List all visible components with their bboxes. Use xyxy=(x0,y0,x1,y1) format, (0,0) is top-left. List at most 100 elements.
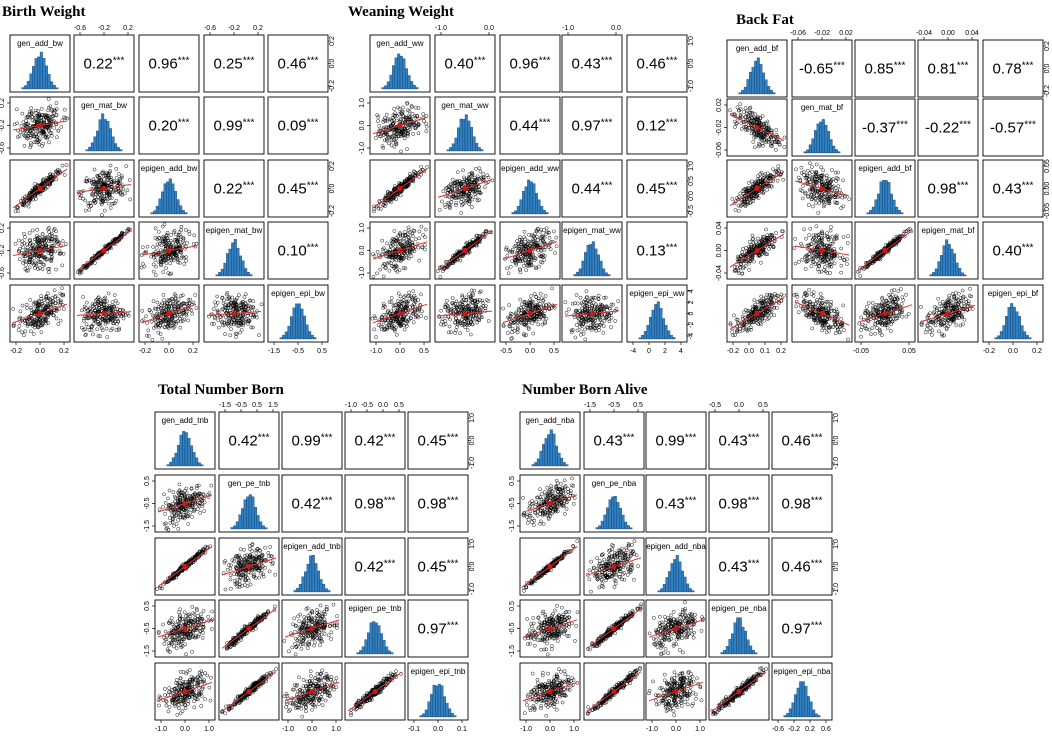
center-point xyxy=(166,310,172,317)
histogram-bar xyxy=(197,462,201,467)
histogram-bar xyxy=(607,274,611,277)
histogram-bar xyxy=(187,438,191,467)
panel-frame xyxy=(203,34,265,93)
panel-frame xyxy=(917,159,979,218)
correlation-value: 0.99*** xyxy=(292,433,333,450)
histogram-bar xyxy=(892,199,896,215)
birth-weight-cell-2-1 xyxy=(73,159,135,218)
back-fat-cell-0-4: 0.78*** xyxy=(982,39,1044,98)
scatter-points xyxy=(12,97,70,149)
panel-frame xyxy=(708,411,770,470)
histogram-bar xyxy=(741,626,745,655)
histogram-bar xyxy=(626,525,630,530)
tick-label: -0.5 xyxy=(144,622,151,634)
center-point xyxy=(547,625,553,632)
histogram-bar xyxy=(608,499,612,530)
variable-label: epigen_epi_bw xyxy=(271,289,325,298)
histogram-bar xyxy=(311,554,315,593)
histogram-bar xyxy=(52,85,56,90)
center-point xyxy=(527,310,533,317)
birth-weight-cell-2-2: epigen_add_bw xyxy=(138,159,200,218)
tick-label: -0.5 xyxy=(361,402,373,409)
tick-label: -0.06 xyxy=(716,142,723,158)
histogram-bar xyxy=(176,199,180,215)
correlation-value: 0.46*** xyxy=(637,56,678,73)
variable-label: epigen_add_bw xyxy=(141,164,198,173)
histogram-bar xyxy=(616,502,620,530)
tick-label: -2 xyxy=(688,322,695,328)
panel-frame xyxy=(771,599,833,658)
weaning-weight-cell-2-0 xyxy=(369,159,431,218)
histogram-bar xyxy=(249,274,253,277)
histogram-bar xyxy=(103,119,107,152)
histogram-bar xyxy=(153,210,157,215)
birth-weight-cell-0-4: 0.46*** xyxy=(267,34,329,93)
birth-weight-cell-0-2: 0.96*** xyxy=(138,34,200,93)
number-born-alive-cell-1-4: 0.98*** xyxy=(771,474,833,533)
weaning-weight-cell-0-0: gen_add_ww xyxy=(369,34,431,93)
histogram-bar xyxy=(728,639,732,655)
histogram-bar xyxy=(595,527,599,530)
scatter-points xyxy=(437,166,495,215)
center-point xyxy=(397,310,403,317)
center-point xyxy=(611,688,617,695)
histogram-bar xyxy=(292,307,296,340)
histogram-bar xyxy=(427,701,431,718)
tick-label: 1.0 xyxy=(204,726,214,733)
back-fat-cell-2-0 xyxy=(726,159,788,218)
histogram-bar xyxy=(389,74,393,90)
histogram-bar xyxy=(381,87,385,90)
histogram-bar xyxy=(150,212,154,215)
histogram-bar xyxy=(239,255,242,277)
panel-frame xyxy=(626,96,688,155)
back-fat-cell-1-4: -0.57*** xyxy=(982,98,1044,157)
histogram-bar xyxy=(287,325,291,340)
histogram-bar xyxy=(29,73,33,90)
back-fat-cell-3-4: 0.40*** xyxy=(982,221,1044,280)
panel-frame xyxy=(499,34,561,93)
tick-label: -0.5 xyxy=(608,402,620,409)
tick-label: 0.0 xyxy=(359,246,366,256)
center-point xyxy=(673,688,679,695)
histogram-bar xyxy=(808,144,812,154)
tick-label: 0.5 xyxy=(509,601,516,611)
histogram-bar xyxy=(24,85,28,90)
back-fat-axes: -0.06 -0.02 0.02 -0.04 0.00 0.04 0.2 0.0 -0.2 0.0… xyxy=(716,30,1051,355)
back-fat-cell-1-3: -0.22*** xyxy=(917,98,979,157)
histogram-bar xyxy=(540,206,544,215)
histogram-bar xyxy=(298,584,302,593)
tick-label: 0.5 xyxy=(688,176,695,186)
tick-label: -0.06 xyxy=(790,30,806,37)
histogram-bar xyxy=(1015,311,1019,340)
histogram-bar xyxy=(261,525,265,530)
histogram-bar xyxy=(668,571,671,593)
histogram-bar xyxy=(664,325,668,340)
center-point xyxy=(182,688,188,695)
center-point xyxy=(547,563,553,570)
tick-label: 1.0 xyxy=(833,539,840,549)
tick-label: 1.0 xyxy=(469,413,476,423)
histogram-bar xyxy=(190,445,193,467)
histogram-bar xyxy=(251,496,255,530)
variable-label: gen_add_nba xyxy=(526,416,575,425)
weaning-weight-cell-0-3: 0.43*** xyxy=(561,34,623,93)
birth-weight-cell-4-2 xyxy=(138,284,200,343)
correlation-value: -0.57*** xyxy=(990,120,1036,137)
back-fat-cell-4-4: epigen_epi_bf xyxy=(982,284,1044,343)
center-point xyxy=(246,563,252,570)
total-number-born-cell-2-2: epigen_add_tnb xyxy=(281,537,343,596)
birth-weight-panels: gen_add_bw 0.22*** 0.96*** 0.25*** 0.46*** ge… xyxy=(9,34,329,343)
histogram-bar xyxy=(686,583,690,593)
tick-label: -0.5 xyxy=(688,205,695,217)
correlation-value: 0.97*** xyxy=(572,118,613,135)
correlation-value: 0.40*** xyxy=(445,56,486,73)
histogram-bar xyxy=(683,576,687,593)
histogram-bar xyxy=(937,261,941,277)
tick-label: 0.0 xyxy=(525,348,535,355)
histogram-bar xyxy=(950,248,954,277)
histogram-bar xyxy=(741,90,745,95)
histogram-bar xyxy=(945,239,949,277)
histogram-bar xyxy=(544,438,548,467)
histogram-bar xyxy=(731,633,734,655)
histogram-bar xyxy=(759,64,763,95)
